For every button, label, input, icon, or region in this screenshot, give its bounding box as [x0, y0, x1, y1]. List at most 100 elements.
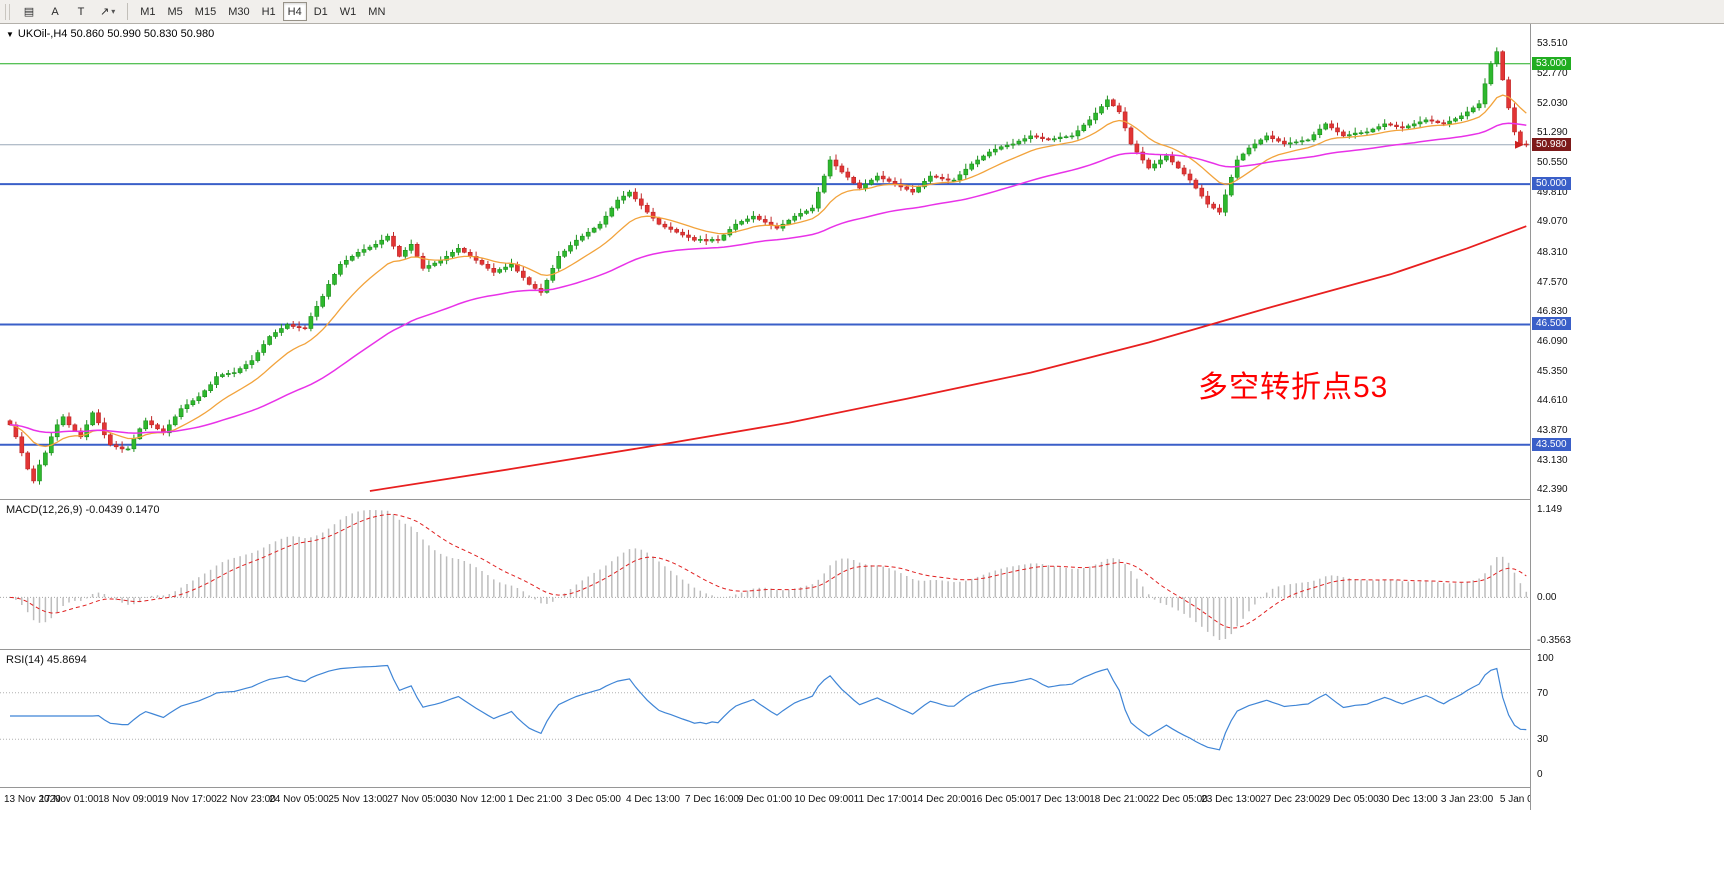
price-badge-46.500: 46.500 [1532, 317, 1571, 330]
timeframe-m30-button[interactable]: M30 [228, 5, 250, 18]
candle-body [326, 284, 331, 297]
ma-mid-magenta-line [9, 122, 1527, 434]
candle-body [874, 175, 880, 181]
price-tick: 46.090 [1537, 336, 1568, 347]
candle-body [1341, 131, 1346, 137]
rsi-value: 45.8694 [46, 654, 87, 666]
candle-body [302, 327, 308, 330]
timeframe-w1-button[interactable]: W1 [339, 5, 357, 18]
candle-body [987, 151, 992, 157]
candle-body [467, 252, 473, 257]
candle-body [1258, 139, 1264, 145]
timeframe-mn-button[interactable]: MN [368, 5, 386, 18]
candle-body [863, 183, 868, 189]
candle-body [456, 248, 461, 253]
candle-body [1376, 126, 1382, 130]
candle-body [880, 175, 886, 180]
time-axis-label: 25 Nov 13:00 [328, 794, 388, 805]
candle-body [1181, 167, 1187, 175]
candle-body [1122, 111, 1128, 129]
text-tool-button[interactable]: T [77, 5, 85, 18]
candle-body [237, 368, 243, 373]
candle-body [1252, 143, 1258, 149]
candle-body [420, 256, 426, 269]
candle-body [686, 234, 691, 238]
chart-ohlc-values: 50.860 50.990 50.830 50.980 [70, 28, 215, 40]
candle-body [108, 434, 113, 446]
candle-body [1099, 106, 1104, 114]
macd-canvas[interactable] [0, 500, 1530, 650]
candle-body [1246, 147, 1252, 155]
macd-scale-max: 1.149 [1537, 504, 1563, 515]
time-axis-label: 18 Nov 09:00 [98, 794, 158, 805]
candle-body [627, 191, 632, 197]
timeframe-h4-button[interactable]: H4 [282, 2, 307, 21]
candle-body [1305, 139, 1311, 142]
candle-body [1406, 125, 1411, 129]
candle-body [916, 186, 921, 193]
candle-body [1524, 143, 1529, 146]
timeframe-h1-button[interactable]: H1 [261, 5, 276, 18]
candle-body [1347, 134, 1352, 137]
price-tick: 46.830 [1537, 306, 1568, 317]
candle-body [1010, 143, 1016, 146]
rsi-indicator-panel[interactable]: RSI(14) 45.8694 [0, 650, 1530, 788]
timeframe-m1-button[interactable]: M1 [140, 5, 156, 18]
candle-body [43, 452, 48, 466]
ma-slow-red-line [369, 225, 1527, 492]
candle-body [202, 390, 207, 398]
candlestick-chart-canvas[interactable] [0, 24, 1530, 499]
draw-tools-button[interactable]: ↗ ▾ [100, 6, 116, 18]
toolbar-drag-handle[interactable] [5, 3, 10, 20]
candle-body [1311, 134, 1317, 141]
price-tick: 53.510 [1537, 38, 1568, 49]
candle-body [426, 265, 432, 269]
candle-body [196, 396, 202, 402]
candle-body [951, 179, 957, 182]
cursor-a-button[interactable]: A [51, 5, 59, 18]
candle-body [815, 191, 821, 209]
timeframe-m5-button[interactable]: M5 [167, 5, 183, 18]
time-axis-label: 27 Dec 23:00 [1260, 794, 1320, 805]
chart-dropdown-marker-icon[interactable]: ▼ [6, 30, 14, 39]
candle-body [1170, 155, 1175, 163]
candle-body [338, 264, 343, 275]
candle-body [1282, 140, 1287, 145]
candle-body [231, 372, 237, 374]
price-axis[interactable]: 53.510 52.770 52.030 51.290 50.550 49.810 49.0… [1530, 24, 1724, 810]
candle-body [284, 324, 290, 329]
candle-body [597, 223, 603, 229]
candle-body [19, 436, 25, 454]
candle-body [603, 215, 609, 225]
price-tick: 43.130 [1537, 455, 1568, 466]
time-axis-label: 10 Dec 09:00 [794, 794, 854, 805]
timeframe-d1-button[interactable]: D1 [313, 5, 328, 18]
main-price-chart[interactable]: ▼ UKOil-,H4 50.860 50.990 50.830 50.980 多… [0, 24, 1530, 500]
timeframe-m15-button[interactable]: M15 [194, 5, 217, 18]
candle-body [904, 186, 910, 190]
candle-body [1087, 119, 1092, 126]
candle-body [261, 344, 267, 353]
candle-body [1453, 118, 1458, 122]
candle-body [975, 159, 980, 165]
time-axis-label: 23 Dec 13:00 [1201, 794, 1261, 805]
time-axis[interactable]: 13 Nov 2020 17 Nov 01:00 18 Nov 09:00 19 No… [0, 788, 1552, 812]
chart-annotation-text[interactable]: 多空转折点53 [1198, 371, 1389, 404]
candle-body [568, 245, 573, 252]
candle-body [585, 231, 591, 237]
rsi-line [10, 664, 1527, 751]
candle-body [314, 306, 320, 317]
candle-body [662, 223, 668, 228]
candle-body [461, 248, 467, 253]
macd-scale-zero: 0.00 [1537, 592, 1557, 603]
candle-body [178, 408, 184, 418]
candle-body [869, 179, 874, 185]
macd-indicator-panel[interactable]: MACD(12,26,9) -0.0439 0.1470 [0, 500, 1530, 650]
candle-body [1470, 107, 1476, 113]
rsi-canvas[interactable] [0, 650, 1530, 788]
price-badge-53.000: 53.000 [1532, 57, 1571, 70]
chart-grid-button[interactable]: ▤ [23, 6, 35, 18]
candle-body [255, 352, 261, 361]
time-axis-label: 5 Jan 01:00 [1499, 794, 1553, 805]
candle-body [1447, 120, 1452, 125]
